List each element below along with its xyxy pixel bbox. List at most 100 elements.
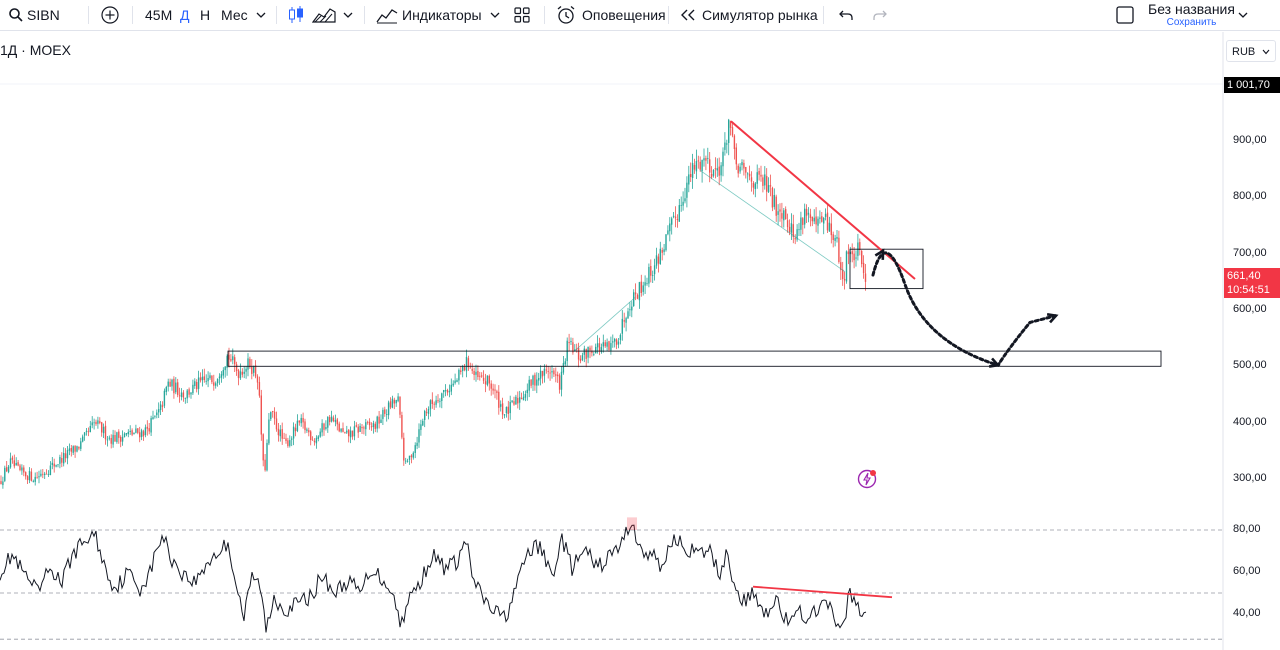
currency-selector[interactable]: RUB xyxy=(1226,40,1276,62)
candle-body xyxy=(842,269,844,279)
candle-body xyxy=(178,395,181,397)
candle-body xyxy=(610,343,612,351)
candle-body xyxy=(804,208,806,225)
candle-body xyxy=(505,407,508,414)
candle-body xyxy=(403,437,405,461)
projection-path xyxy=(871,251,1058,367)
oscillator-tick-label: 80,00 xyxy=(1233,523,1261,535)
candle-body xyxy=(697,160,699,162)
candle-body xyxy=(334,420,337,423)
templates-button[interactable] xyxy=(513,0,531,30)
resistance-trendline xyxy=(730,120,916,280)
candle-body xyxy=(593,354,595,355)
candle-body xyxy=(790,223,793,233)
candle-body xyxy=(684,198,686,202)
candle-body xyxy=(828,222,831,232)
replay-button[interactable]: Симулятор рынка xyxy=(680,0,818,30)
redo-button[interactable] xyxy=(872,0,888,30)
candle-body xyxy=(625,318,627,323)
price-zone-rectangle xyxy=(849,248,924,290)
support-trendline xyxy=(699,169,846,273)
save-link[interactable]: Сохранить xyxy=(1166,17,1217,28)
candle-body xyxy=(268,419,270,444)
candle-body xyxy=(4,467,6,481)
candle-body xyxy=(406,460,409,462)
candle-body xyxy=(826,212,829,231)
candle-body xyxy=(792,224,794,237)
last-price: 661,40 xyxy=(1227,270,1261,282)
candle-body xyxy=(465,357,468,372)
candle-body xyxy=(182,392,185,398)
price-tick-label: 900,00 xyxy=(1233,134,1267,146)
candle-body xyxy=(509,402,511,414)
candle-body xyxy=(85,430,88,432)
candle-body xyxy=(42,473,44,475)
candle-body xyxy=(617,341,620,345)
interval-month[interactable]: Мес xyxy=(221,7,248,23)
candle-body xyxy=(824,213,827,217)
candle-body xyxy=(488,375,490,384)
candle-body xyxy=(408,455,411,460)
undo-button[interactable] xyxy=(838,0,854,30)
candle-body xyxy=(477,371,479,377)
flash-events-icon[interactable] xyxy=(857,469,877,489)
candle-body xyxy=(631,306,633,311)
candle-body xyxy=(180,392,183,397)
candle-body xyxy=(861,251,863,265)
candle-body xyxy=(17,462,19,466)
symbol-search-button[interactable]: SIBN xyxy=(8,0,60,30)
candle-body xyxy=(323,423,325,430)
interval-dropdown[interactable] xyxy=(256,0,266,30)
candle-body xyxy=(652,275,654,276)
last-price-tag: 661,40 10:54:51 xyxy=(1224,268,1280,298)
candle-body xyxy=(410,455,413,458)
candle-body xyxy=(691,163,694,178)
layout-dropdown[interactable] xyxy=(1238,0,1248,30)
candle-body xyxy=(458,369,460,381)
candlestick-icon xyxy=(289,6,303,23)
candle-body xyxy=(862,262,865,274)
interval-week[interactable]: Н xyxy=(200,7,211,23)
candle-body xyxy=(745,167,747,173)
candle-body xyxy=(710,174,713,178)
candle-body xyxy=(661,250,663,253)
candle-body xyxy=(845,251,848,282)
chevron-down-icon xyxy=(1238,12,1248,18)
candle-body xyxy=(606,342,608,347)
indicators-dropdown[interactable] xyxy=(490,0,500,30)
compare-add-button[interactable] xyxy=(100,0,120,30)
candle-body xyxy=(93,422,95,424)
chart-type-dropdown[interactable] xyxy=(343,0,353,30)
candles-type-button[interactable] xyxy=(287,0,305,30)
candle-body xyxy=(152,417,154,419)
interval-45m[interactable]: 45M xyxy=(145,7,173,23)
candle-body xyxy=(655,255,658,266)
candle-body xyxy=(38,476,40,478)
candle-body xyxy=(517,397,519,404)
indicators-button[interactable]: Индикаторы xyxy=(376,0,482,30)
top-toolbar: SIBN 45M Д Н Мес xyxy=(0,0,1280,31)
alerts-button[interactable]: Оповещения xyxy=(556,0,666,30)
interval-day[interactable]: Д xyxy=(180,7,190,23)
area-type-button[interactable] xyxy=(312,0,336,30)
layout-name-block[interactable]: Без названия Сохранить xyxy=(1148,2,1235,29)
layout-menu-button[interactable] xyxy=(1115,0,1135,30)
candle-body xyxy=(146,426,148,429)
candle-body xyxy=(211,375,213,383)
candle-body xyxy=(344,432,346,433)
candle-body xyxy=(549,372,551,374)
candle-body xyxy=(365,422,367,430)
candle-body xyxy=(448,391,451,393)
candle-body xyxy=(53,463,55,467)
candle-body xyxy=(173,378,175,394)
candle-body xyxy=(175,382,177,393)
candle-body xyxy=(184,397,186,399)
candle-body xyxy=(167,381,169,387)
candle-body xyxy=(140,430,143,437)
candle-body xyxy=(346,430,348,433)
candle-body xyxy=(23,467,25,473)
candle-body xyxy=(676,219,679,220)
layout-square-icon xyxy=(1116,6,1134,24)
candle-body xyxy=(192,384,194,394)
